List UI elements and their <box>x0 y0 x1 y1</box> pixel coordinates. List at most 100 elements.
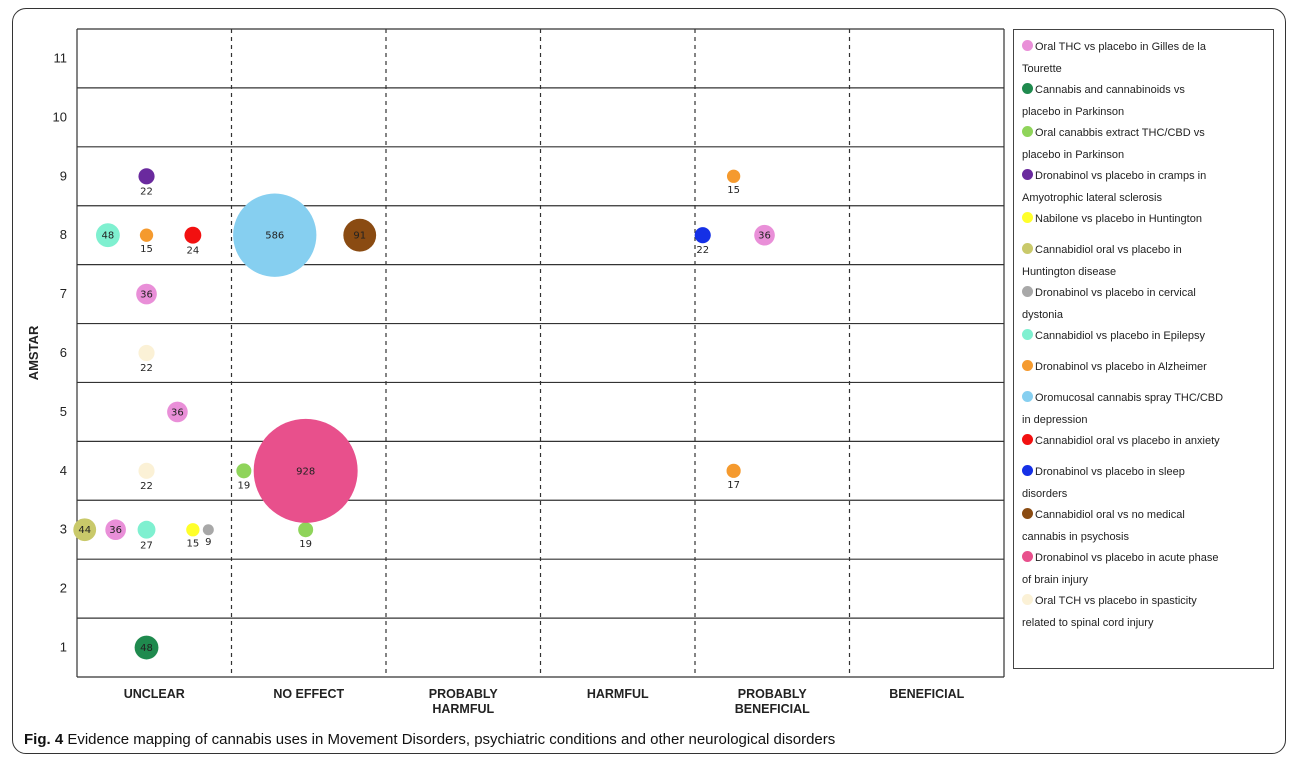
bubble <box>73 518 97 542</box>
legend-label: Cannabidiol oral vs placebo in <box>1035 244 1182 256</box>
legend-label: Cannabidiol oral vs placebo in anxiety <box>1035 435 1220 447</box>
bubble-value-label: 27 <box>140 541 153 552</box>
bubble <box>138 168 155 185</box>
bubble-value-label: 15 <box>140 244 153 255</box>
legend-item: Dronabinol vs placebo in cramps in Amyotr… <box>1022 165 1267 209</box>
legend-label: Dronabinol vs placebo in acute phase <box>1035 552 1219 564</box>
bubble <box>105 519 126 541</box>
category-label: BENEFICIAL <box>889 687 964 701</box>
bubble <box>233 193 317 277</box>
legend-label: placebo in Parkinson <box>1022 149 1125 161</box>
category-label: HARMFUL <box>587 687 649 701</box>
legend-color-dot <box>1022 508 1033 519</box>
legend-item: Cannabidiol vs placebo in Epilepsy <box>1022 325 1267 347</box>
category-label: PROBABLY <box>429 687 499 701</box>
bubble <box>184 226 202 244</box>
y-tick-label: 4 <box>60 463 67 478</box>
bubble-value-label: 91 <box>353 231 366 242</box>
legend-item: Nabilone vs placebo in Huntington <box>1022 208 1267 230</box>
legend-label: Nabilone vs placebo in Huntington <box>1035 213 1202 225</box>
bubble <box>186 523 200 537</box>
bubble-value-label: 22 <box>140 186 153 197</box>
y-tick-label: 6 <box>60 345 67 360</box>
figure-caption: Fig. 4 Evidence mapping of cannabis uses… <box>24 731 835 748</box>
bubble-value-label: 36 <box>109 525 122 536</box>
legend-label: cannabis in psychosis <box>1022 531 1130 543</box>
bubble <box>167 401 188 423</box>
bubble-value-label: 48 <box>102 231 115 242</box>
y-tick-label: 7 <box>60 286 67 301</box>
legend: Oral THC vs placebo in Gilles de la Toure… <box>1013 29 1274 669</box>
legend-color-dot <box>1022 243 1033 254</box>
y-axis-label: AMSTAR <box>26 325 41 380</box>
legend-item: Cannabis and cannabinoids vs placebo in P… <box>1022 79 1267 123</box>
legend-color-dot <box>1022 286 1033 297</box>
legend-label: Oral canabbis extract THC/CBD vs <box>1035 127 1205 139</box>
y-tick-label: 10 <box>53 109 67 124</box>
axis-labels: 1 2 3 4 5 6 7 8 9 10 11 AMSTAR UNCLEAR NO EFFECT PROBA… <box>26 50 965 716</box>
legend-item: Dronabinol vs placebo in acute phase of b… <box>1022 547 1267 591</box>
legend-label: Dronabinol vs placebo in sleep <box>1035 466 1185 478</box>
legend-color-dot <box>1022 329 1033 340</box>
legend-item: Cannabidiol oral vs placebo in Huntington… <box>1022 239 1267 283</box>
legend-color-dot <box>1022 391 1033 402</box>
legend-label: Amyotrophic lateral sclerosis <box>1022 192 1162 204</box>
bubble <box>253 418 358 523</box>
bubble <box>139 228 154 242</box>
bubble-value-label: 44 <box>78 525 91 536</box>
legend-label: Cannabidiol oral vs no medical <box>1035 509 1185 521</box>
bubble <box>138 462 155 479</box>
y-tick-label: 1 <box>60 640 67 655</box>
bubbles: 36 36 36 36 48 19 19 22 15 44 9 48 27 15 15 17 586 24 22 91… <box>73 168 775 660</box>
legend-item: Dronabinol vs placebo in Alzheimer <box>1022 356 1267 378</box>
legend-item: Dronabinol vs placebo in sleep disorders <box>1022 461 1267 505</box>
y-tick-label: 2 <box>60 581 67 596</box>
bubble-value-label: 24 <box>187 246 200 257</box>
bubble <box>754 224 775 246</box>
legend-label: Dronabinol vs placebo in cervical <box>1035 287 1196 299</box>
bubble <box>298 522 314 538</box>
y-tick-label: 9 <box>60 168 67 183</box>
bubble <box>343 218 377 252</box>
bubble-value-label: 19 <box>237 480 250 491</box>
figure-frame <box>12 8 1286 754</box>
legend-color-dot <box>1022 212 1033 223</box>
bubble-value-label: 22 <box>140 363 153 374</box>
legend-label: of brain injury <box>1022 574 1089 586</box>
category-label: NO EFFECT <box>273 687 344 701</box>
legend-label: placebo in Parkinson <box>1022 106 1125 118</box>
y-tick-label: 3 <box>60 522 67 537</box>
bubble-value-label: 15 <box>187 538 200 549</box>
legend-color-dot <box>1022 40 1033 51</box>
legend-color-dot <box>1022 360 1033 371</box>
legend-item: Oral TCH vs placebo in spasticity related… <box>1022 590 1267 634</box>
legend-item: Oral THC vs placebo in Gilles de la Toure… <box>1022 36 1267 80</box>
legend-color-dot <box>1022 169 1033 180</box>
bubble <box>694 227 711 244</box>
legend-color-dot <box>1022 434 1033 445</box>
bubble-value-label: 48 <box>140 643 153 654</box>
category-label: UNCLEAR <box>124 687 185 701</box>
bubble-value-label: 9 <box>205 537 211 548</box>
bubble-value-label: 928 <box>296 466 315 477</box>
bubble-value-label: 22 <box>140 481 153 492</box>
legend-color-dot <box>1022 465 1033 476</box>
legend-color-dot <box>1022 83 1033 94</box>
legend-item: Cannabidiol oral vs placebo in anxiety <box>1022 430 1267 452</box>
legend-label: in depression <box>1022 414 1088 426</box>
bubble <box>138 344 155 362</box>
bubble <box>134 635 159 660</box>
legend-label: dystonia <box>1022 309 1063 321</box>
bubble-value-label: 19 <box>299 539 312 550</box>
category-label: HARMFUL <box>432 702 494 716</box>
y-tick-label: 8 <box>60 227 67 242</box>
legend-item: Dronabinol vs placebo in cervical dystoni… <box>1022 282 1267 326</box>
bubble-value-label: 17 <box>727 480 740 491</box>
y-tick-label: 5 <box>60 404 67 419</box>
legend-color-dot <box>1022 126 1033 137</box>
legend-label: Cannabis and cannabinoids vs <box>1035 84 1185 96</box>
legend-label: Oromucosal cannabis spray THC/CBD <box>1035 392 1224 404</box>
legend-color-dot <box>1022 594 1033 605</box>
legend-item: Cannabidiol oral vs no medical cannabis i… <box>1022 504 1267 548</box>
